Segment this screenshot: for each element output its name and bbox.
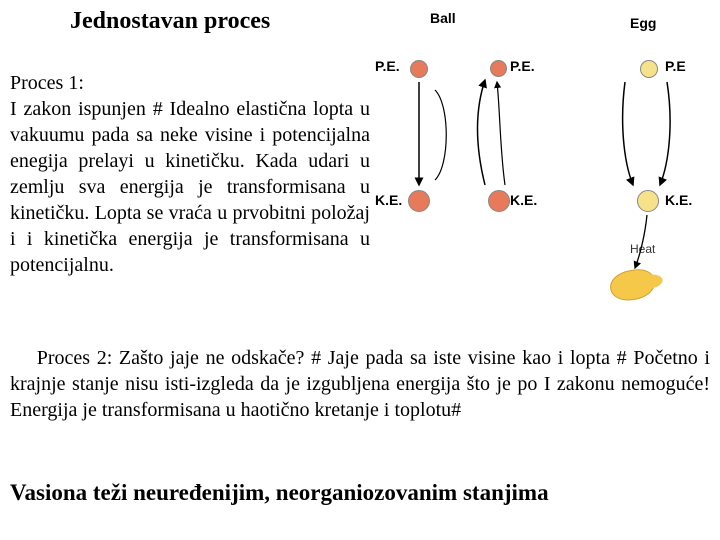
process-1-header: Proces 1: [10,70,370,96]
arrows-icon [375,10,715,330]
process-1-text: Proces 1: I zakon ispunjen # Idealno ela… [10,70,370,278]
process-2-text: Proces 2: Zašto jaje ne odskače? # Jaje … [10,345,710,423]
process-1-body: I zakon ispunjen # Idealno elastična lop… [10,98,370,276]
conclusion-text: Vasiona teži neuređenijim, neorganiozova… [10,480,710,506]
ball-egg-diagram: Ball Egg P.E. P.E. P.E K.E. K.E. K.E. He… [375,10,715,330]
process-2-body: Proces 2: Zašto jaje ne odskače? # Jaje … [10,347,710,421]
page-title: Jednostavan proces [70,8,270,35]
